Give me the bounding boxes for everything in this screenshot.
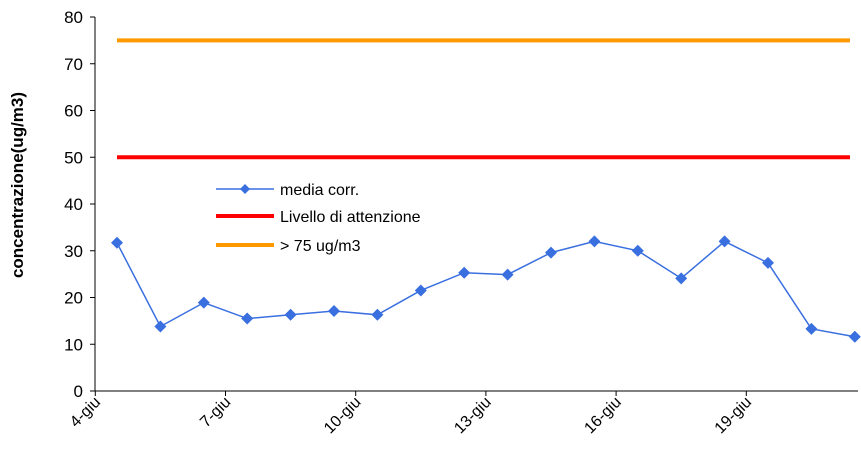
data-point <box>805 322 818 335</box>
data-point <box>414 284 427 297</box>
legend-label-1: Livello di attenzione <box>280 209 421 226</box>
x-tick-label: 7-giu <box>197 394 234 431</box>
x-tick-label: 19-giu <box>712 394 755 437</box>
data-point <box>675 272 688 285</box>
y-tick-label: 50 <box>64 148 83 167</box>
data-point <box>371 308 384 321</box>
y-tick-label: 60 <box>64 102 83 121</box>
data-point <box>241 312 254 325</box>
y-tick-label: 30 <box>64 242 83 261</box>
data-point <box>762 256 774 269</box>
x-axis-ticks: 4-giu 7-giu 10-giu 13-giu 16-giu 19-giu <box>67 391 755 437</box>
x-tick-label: 16-giu <box>581 394 624 437</box>
series-group <box>111 38 861 343</box>
data-point <box>154 320 167 333</box>
legend-label-0: media corr. <box>280 182 359 199</box>
data-point <box>284 308 297 321</box>
y-tick-label: 10 <box>64 335 83 354</box>
data-point <box>588 235 601 248</box>
data-point <box>111 236 123 249</box>
data-point <box>848 330 861 343</box>
x-tick-label: 4-giu <box>67 394 104 431</box>
y-tick-label: 0 <box>74 382 83 401</box>
plot-area <box>94 17 858 392</box>
data-point <box>328 305 340 318</box>
y-axis-label: concentrazione(ug/m3) <box>8 92 27 278</box>
data-point <box>631 244 644 257</box>
data-point <box>197 296 210 309</box>
data-point <box>458 266 471 279</box>
x-tick-label: 10-giu <box>321 394 364 437</box>
y-axis-ticks: 0 10 20 30 40 50 60 70 80 <box>64 8 95 401</box>
x-tick-label: 13-giu <box>451 394 494 437</box>
data-point <box>718 235 731 248</box>
y-tick-label: 70 <box>64 55 83 74</box>
y-tick-label: 20 <box>64 289 83 308</box>
series-line-0 <box>116 240 855 338</box>
legend-label-2: > 75 ug/m3 <box>280 238 361 255</box>
legend-marker-0 <box>240 184 250 194</box>
legend: media corr. Livello di attenzione > 75 ug/… <box>216 182 421 255</box>
y-tick-label: 40 <box>64 195 83 214</box>
data-point <box>501 268 514 281</box>
data-point <box>545 246 557 259</box>
y-tick-label: 80 <box>64 8 83 27</box>
